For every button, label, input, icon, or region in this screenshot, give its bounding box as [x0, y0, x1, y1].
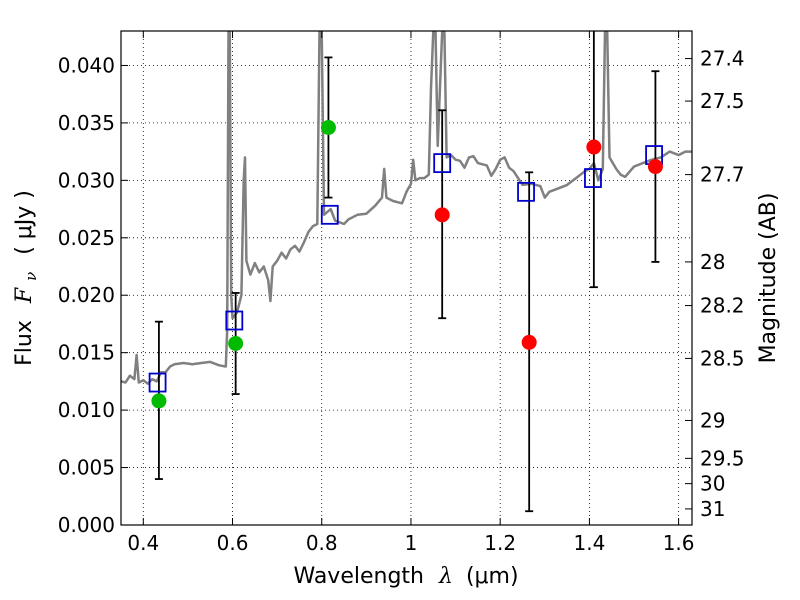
- right-tick-label: 28: [700, 250, 725, 274]
- model-spectrum-line: [121, 31, 692, 385]
- x-tick-label: 1.2: [484, 531, 516, 555]
- y-tick-label: 0.020: [58, 283, 115, 307]
- y-tick-label: 0.035: [58, 111, 115, 135]
- plot-frame: [120, 30, 693, 526]
- x-axis-label-unit: (μm): [466, 564, 519, 589]
- axis-ticks: [121, 31, 692, 526]
- right-tick-label: 27.5: [700, 89, 745, 113]
- observed-green-point: [228, 335, 244, 351]
- x-tick-label: 1.6: [663, 531, 695, 555]
- y-tick-label: 0.040: [58, 53, 115, 77]
- x-tick-label: 1: [405, 531, 418, 555]
- model-spectrum-layer: [121, 31, 692, 385]
- y-axis-label-prefix: Flux: [12, 320, 37, 366]
- right-tick-label: 29.5: [700, 446, 745, 470]
- right-tick-label: 31: [700, 497, 725, 521]
- x-axis-label-prefix: Wavelength: [293, 564, 424, 589]
- y-axis-label-symbol: F: [12, 287, 37, 304]
- model-band-square: [433, 153, 452, 174]
- y-tick-label: 0.000: [58, 513, 115, 537]
- right-tick-label: 27.7: [700, 163, 745, 187]
- model-band-square: [148, 372, 167, 393]
- y-axis-label-subscript: ν: [22, 272, 40, 281]
- observed-green-point: [320, 120, 336, 136]
- y-tick-label: 0.025: [58, 226, 115, 250]
- x-tick-label: 1.4: [573, 531, 605, 555]
- plot-background: [121, 31, 692, 525]
- right-tick-label: 28.2: [700, 294, 745, 318]
- right-tick-label: 29: [700, 408, 725, 432]
- y-tick-label: 0.005: [58, 456, 115, 480]
- y-axis-label-unit: ( μJy ): [12, 190, 37, 255]
- y-tick-label: 0.010: [58, 398, 115, 422]
- y-tick-label: 0.015: [58, 341, 115, 365]
- right-tick-label: 28.5: [700, 346, 745, 370]
- observed-green-point: [151, 393, 167, 409]
- model-band-square: [584, 168, 602, 188]
- x-axis-label: Wavelength λ (μm): [293, 564, 518, 589]
- x-tick-label: 0.8: [306, 531, 338, 555]
- marker-layer: [148, 120, 663, 409]
- model-band-square: [225, 310, 244, 331]
- x-tick-label: 0.6: [217, 531, 249, 555]
- observed-red-point: [586, 139, 602, 155]
- x-tick-label: 0.4: [127, 531, 159, 555]
- x-axis-label-symbol: λ: [438, 564, 453, 589]
- model-band-square: [517, 181, 535, 202]
- right-tick-label: 27.4: [700, 47, 745, 71]
- model-band-square: [320, 204, 339, 225]
- observed-red-point: [647, 159, 663, 175]
- y-tick-label: 0.030: [58, 168, 115, 192]
- right-tick-label: 30: [700, 472, 725, 496]
- axis-tick-labels: 0.4 0.6 0.8 1 1.2 1.4 1.6 0.000 0.005 0.010 0.015 0…: [58, 47, 745, 555]
- observed-red-point: [434, 207, 450, 223]
- y-axis-label: Flux F ν ( μJy ): [12, 190, 42, 366]
- observed-red-point: [521, 334, 537, 350]
- right-axis-label: Magnitude (AB): [756, 193, 781, 364]
